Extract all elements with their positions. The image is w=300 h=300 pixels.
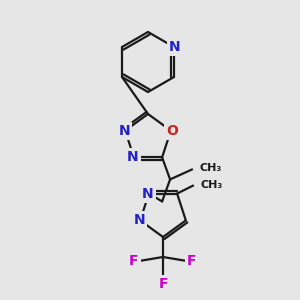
Text: N: N bbox=[169, 40, 181, 54]
Text: N: N bbox=[127, 150, 139, 164]
Text: CH₃: CH₃ bbox=[200, 180, 222, 190]
Text: F: F bbox=[187, 254, 197, 268]
Text: F: F bbox=[158, 277, 168, 291]
Text: N: N bbox=[134, 213, 145, 227]
Text: F: F bbox=[129, 254, 139, 268]
Text: O: O bbox=[166, 124, 178, 138]
Text: N: N bbox=[118, 124, 130, 138]
Text: CH₃: CH₃ bbox=[199, 164, 221, 173]
Text: N: N bbox=[142, 187, 154, 201]
